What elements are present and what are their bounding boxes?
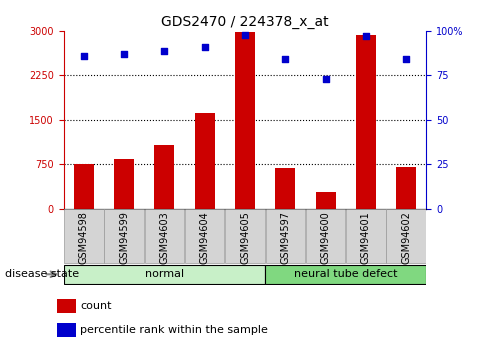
Bar [387,209,426,263]
Point [402,57,410,62]
Point [362,33,370,39]
Text: GSM94605: GSM94605 [240,211,250,264]
Text: GSM94603: GSM94603 [159,211,170,264]
Bar [235,32,255,209]
Text: disease state: disease state [5,269,79,279]
Bar [396,167,416,209]
Bar [64,209,103,263]
Bar [145,209,184,263]
Text: GSM94602: GSM94602 [401,211,411,264]
Bar [266,209,305,263]
Bar [265,265,426,284]
Bar [154,145,174,209]
Text: normal: normal [145,269,184,279]
Text: GSM94600: GSM94600 [320,211,331,264]
Bar [57,323,76,337]
Bar [74,164,94,209]
Bar [275,168,295,209]
Text: percentile rank within the sample: percentile rank within the sample [80,325,268,335]
Text: neural tube defect: neural tube defect [294,269,397,279]
Bar [356,34,376,209]
Text: GSM94598: GSM94598 [79,211,89,264]
Title: GDS2470 / 224378_x_at: GDS2470 / 224378_x_at [161,14,329,29]
Text: GSM94601: GSM94601 [361,211,371,264]
Bar [104,209,144,263]
Point [120,51,128,57]
Text: count: count [80,301,112,311]
Bar [225,209,265,263]
Point [321,76,329,82]
Point [281,57,289,62]
Bar [346,209,386,263]
Point [80,53,88,59]
Bar [64,265,265,284]
Text: GSM94597: GSM94597 [280,211,290,265]
Bar [114,159,134,209]
Text: GSM94604: GSM94604 [200,211,210,264]
Text: GSM94599: GSM94599 [119,211,129,264]
Point [201,44,209,50]
Bar [185,209,224,263]
Point [241,32,249,37]
Point [161,48,169,53]
Bar [306,209,345,263]
Bar [316,192,336,209]
Bar [57,299,76,313]
Bar [195,113,215,209]
